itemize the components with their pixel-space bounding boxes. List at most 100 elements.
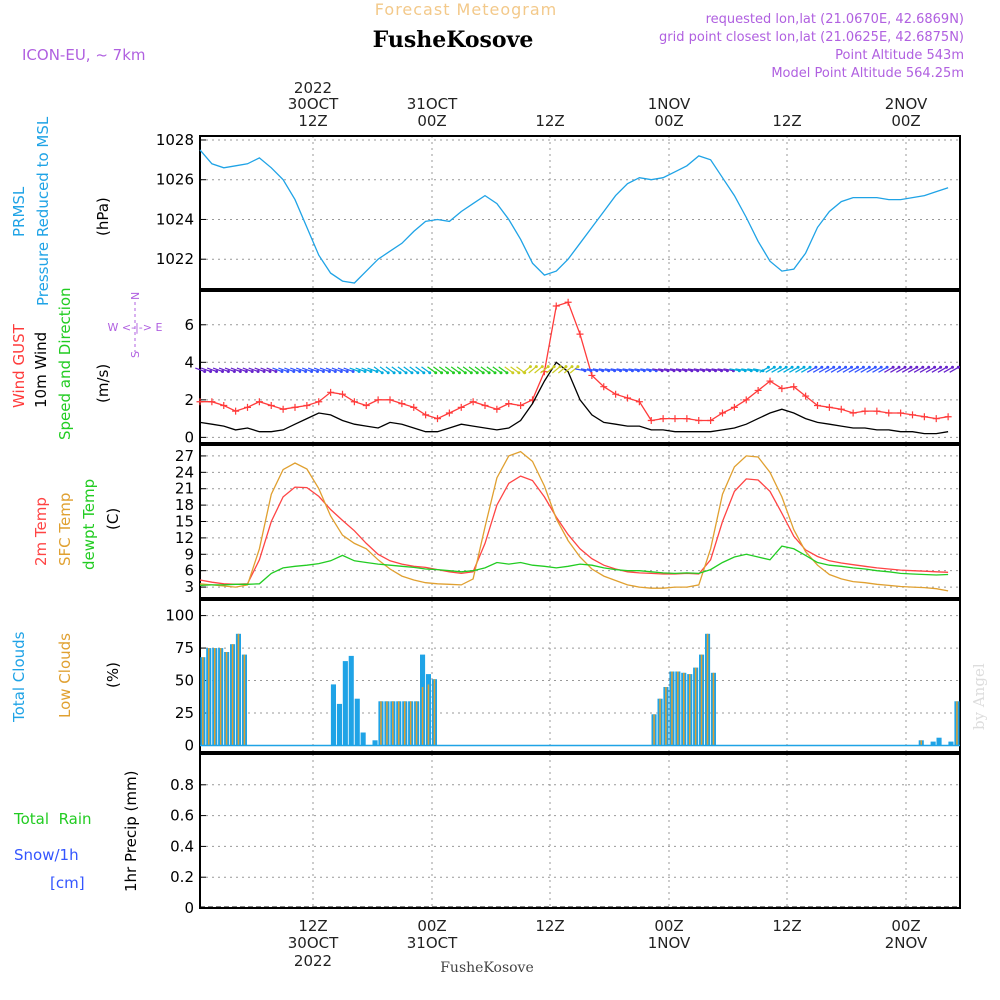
low-cloud-bar xyxy=(243,654,246,746)
wind-arrow-head xyxy=(256,370,260,373)
series-line-1-0 xyxy=(200,301,949,422)
low-cloud-bar xyxy=(415,701,418,746)
wind-arrow-head xyxy=(221,370,224,373)
wind-arrow-head xyxy=(333,370,337,373)
bottom-tick-0-l2: 30OCT xyxy=(288,934,339,952)
wind-arrow xyxy=(693,368,704,372)
ytick-1-1: 2 xyxy=(184,391,194,409)
wind-arrow xyxy=(860,366,870,373)
wind-arrow xyxy=(218,367,229,373)
wind-arrow-head xyxy=(564,365,568,369)
wind-arrow-head xyxy=(802,365,806,369)
wind-arrow xyxy=(486,366,496,374)
wind-arrow-head xyxy=(351,370,355,373)
ytick-2-0: 3 xyxy=(184,578,194,596)
wind-arrow xyxy=(349,367,360,373)
low-cloud-bar xyxy=(208,648,210,746)
ytick-0-0: 1022 xyxy=(156,250,194,268)
wind-arrow-head xyxy=(316,370,319,373)
cloud-panel-labels: Total Clouds Low Clouds (%) xyxy=(10,631,122,723)
wind-arrow xyxy=(604,368,615,372)
wind-arrow-head xyxy=(310,370,314,373)
wind-arrow-head xyxy=(463,371,467,375)
ytick-2-1: 6 xyxy=(184,562,194,580)
gust-marker xyxy=(279,405,287,413)
wind-arrow xyxy=(658,368,669,372)
rain-label: Total Rain xyxy=(13,810,92,828)
total-cloud-bar xyxy=(372,740,378,746)
gust-marker xyxy=(695,416,703,424)
gust-marker xyxy=(612,390,620,398)
ytick-3-3: 75 xyxy=(175,639,194,657)
total-cloud-bar xyxy=(342,661,348,746)
wind-arrow-head xyxy=(879,365,883,369)
total-cloud-bar xyxy=(336,703,342,746)
wind-arrow xyxy=(522,366,531,374)
wind-arrow xyxy=(931,366,941,373)
gust-marker xyxy=(339,390,346,398)
low-cloud-bar xyxy=(700,654,703,746)
frame-1 xyxy=(199,290,961,444)
gust-marker xyxy=(873,407,881,415)
top-tick-0-l1: 2022 xyxy=(294,79,332,97)
wind-arrow-head xyxy=(286,370,290,373)
gust-marker xyxy=(588,371,596,379)
wind-arrow xyxy=(872,366,882,373)
wind-arrow xyxy=(278,367,289,373)
wind-arrow-head xyxy=(380,371,384,375)
wind-arrow xyxy=(610,368,621,372)
wind-arrow xyxy=(777,366,787,373)
wind-arrow-head xyxy=(440,371,444,375)
low-cloud-bar xyxy=(404,701,406,746)
wind-arrow-head xyxy=(410,371,414,375)
wind-arrow-head xyxy=(844,365,848,369)
gust-marker xyxy=(885,409,893,417)
bottom-tick-3-l1: 00Z xyxy=(654,917,683,935)
bottom-tick-4: 12Z xyxy=(772,917,801,935)
t2m-label: 2m Temp xyxy=(32,497,50,566)
wind-arrow-head xyxy=(392,371,396,375)
wind-arrow-head xyxy=(790,365,794,369)
low-cloud-bar xyxy=(706,633,709,746)
wind-arrow xyxy=(907,366,918,373)
frame-0 xyxy=(199,135,961,290)
wind-arrow-head xyxy=(493,371,497,375)
wind-arrow xyxy=(367,367,378,373)
gust-marker xyxy=(481,401,489,409)
low-cloud-bar xyxy=(671,671,673,746)
wind-arrow-head xyxy=(511,371,515,375)
ytick-4-2: 0.4 xyxy=(170,837,194,855)
low-cloud-bar xyxy=(237,633,240,746)
pressure-panel-labels: PRMSL Pressure Reduced to MSL (hPa) xyxy=(10,116,112,306)
wind-arrow-head xyxy=(820,365,824,369)
wind-arrow-head xyxy=(404,371,408,375)
gust-marker xyxy=(944,413,952,421)
total-clouds-label: Total Clouds xyxy=(10,631,28,723)
wind-arrow xyxy=(355,367,366,373)
low-cloud-bar xyxy=(421,687,424,746)
bottom-tick-1-l1: 00Z xyxy=(417,917,446,935)
wind-arrow xyxy=(266,367,277,373)
wind-arrow xyxy=(540,366,549,374)
location-title: FusheKosove xyxy=(373,27,534,53)
gust-marker xyxy=(564,298,572,306)
panel-1: 0 2 4 6 xyxy=(184,290,961,446)
wind-arrow xyxy=(949,366,959,373)
wind-arrow xyxy=(919,366,929,373)
wind-arrow xyxy=(248,367,259,373)
wind-arrow xyxy=(937,366,947,373)
wind-arrow xyxy=(675,368,687,372)
wind-arrow xyxy=(450,366,460,374)
wind-arrow xyxy=(200,367,211,373)
wind-arrow xyxy=(622,368,633,372)
low-cloud-bar xyxy=(427,684,430,746)
point-altitude: Point Altitude 543m xyxy=(835,48,964,63)
ytick-0-3: 1028 xyxy=(156,131,194,149)
wind-arrow-head xyxy=(915,365,919,369)
wind-arrow-head xyxy=(232,370,236,373)
watermark: by Angel xyxy=(970,663,988,730)
ytick-1-0: 0 xyxy=(184,428,194,446)
